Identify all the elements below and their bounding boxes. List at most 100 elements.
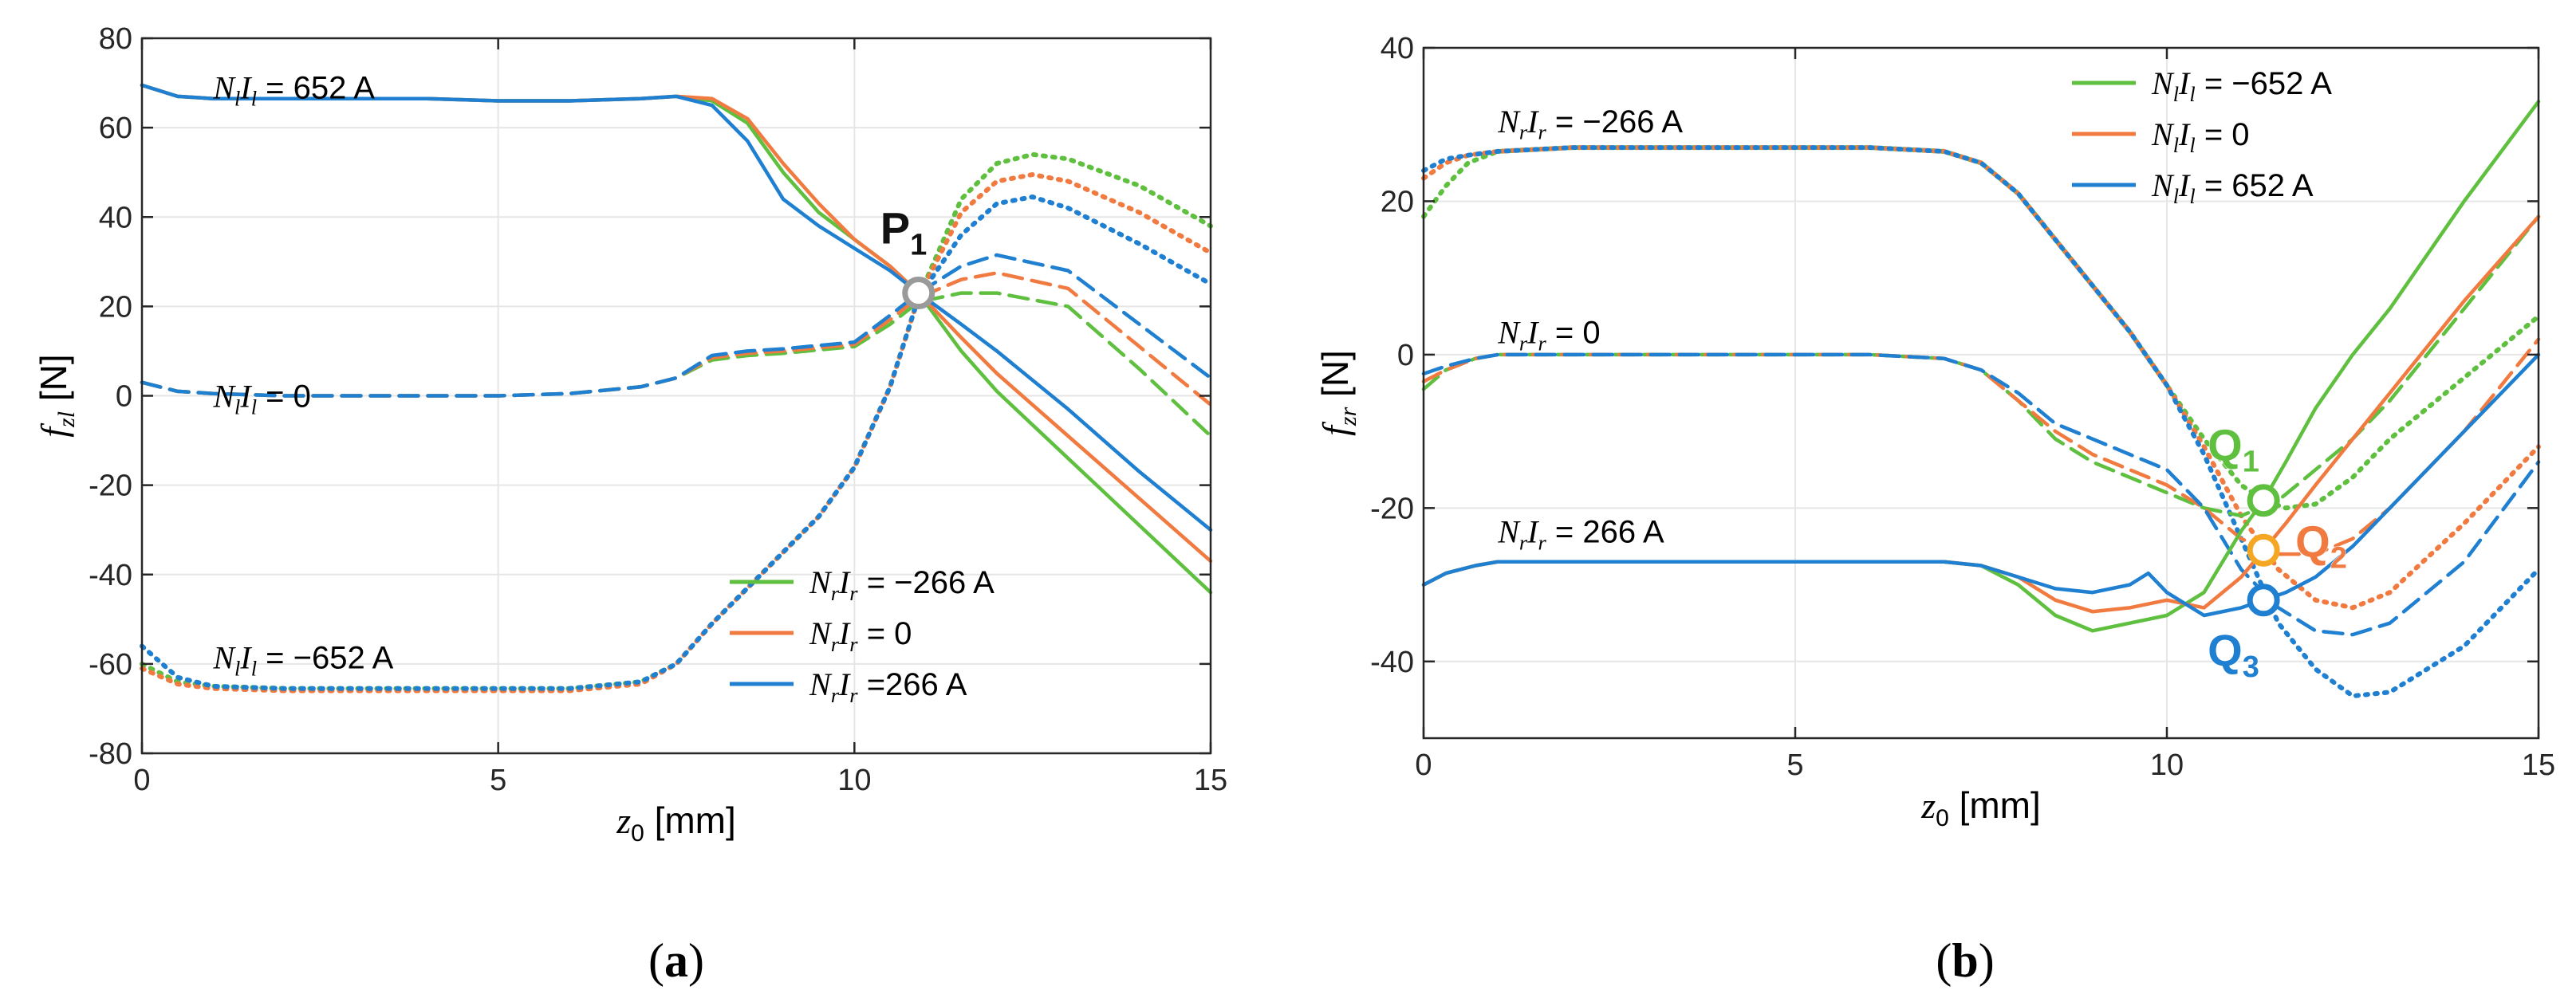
y-tick-label: 0 (1397, 339, 1414, 372)
label-value: = 0 (858, 616, 912, 651)
series-line (1421, 214, 2541, 518)
point-sub: 2 (2330, 541, 2347, 575)
x-tick-label: 0 (1415, 749, 1432, 782)
math-sub: r (1538, 530, 1546, 554)
x-axis-label: z0 [mm] (616, 800, 736, 847)
math-var: z (1920, 785, 1936, 826)
plot-area (1424, 48, 2539, 738)
math-sub: l (2189, 133, 2195, 157)
y-tick-label: 60 (99, 112, 132, 145)
x-tick-label: 15 (1194, 764, 1227, 797)
legend-entry-label: NrIr =266 A (809, 666, 967, 707)
point-sub: 3 (2243, 650, 2259, 684)
x-tick-label: 5 (1786, 749, 1803, 782)
caption-paren: ( (648, 934, 664, 987)
y-tick-label: 20 (99, 290, 132, 324)
math-sub: l (2173, 133, 2179, 157)
axis-unit: [mm] (644, 800, 736, 841)
series-line (140, 83, 1213, 532)
math-var: N (809, 564, 833, 600)
math-sub: l (251, 395, 257, 419)
math-sub: r (849, 632, 858, 656)
legend-entry-label: NlIl = −652 A (2151, 65, 2332, 106)
label-value: = 266 A (1546, 515, 1664, 550)
series-line (1421, 337, 2541, 556)
point-letter: Q (2208, 420, 2243, 470)
label-value: = 0 (2196, 117, 2250, 152)
math-var: I (838, 564, 851, 600)
math-sub: 0 (1936, 805, 1949, 831)
point-sub: 1 (910, 229, 927, 262)
math-sub: r (849, 683, 858, 707)
point-marker-Q3 (2247, 584, 2280, 617)
panel-caption: (b) (1936, 934, 1994, 987)
math-var: N (2151, 116, 2175, 152)
math-var: I (2178, 167, 2191, 203)
legend-entry-label: NlIl = 0 (2151, 116, 2250, 157)
y-tick-label: 40 (99, 201, 132, 234)
point-label: Q2 (2295, 516, 2347, 575)
label-value: =266 A (858, 667, 967, 702)
math-sub: l (2189, 184, 2195, 208)
x-tick-label: 5 (490, 764, 506, 797)
math-var: N (212, 379, 236, 415)
series-line (140, 291, 1213, 438)
y-tick-label: -20 (1370, 492, 1414, 525)
curve-label-NrIr_m266: NrIr = −266 A (1497, 104, 1683, 144)
series-line (1421, 352, 2541, 618)
legend-entry-label: NrIr = 0 (809, 615, 912, 656)
math-sub: zr (1335, 407, 1361, 426)
axis-unit: [N] (33, 354, 74, 411)
y-tick-label: -40 (1370, 646, 1414, 679)
label-value: = 652 A (2196, 168, 2314, 203)
y-tick-label: -60 (89, 648, 132, 682)
math-var: N (212, 70, 236, 106)
x-tick-label: 10 (837, 764, 871, 797)
axis-unit: [N] (1314, 350, 1356, 407)
caption-paren: ) (1979, 934, 1995, 987)
curve-label-NrIr_266: NrIr = 266 A (1497, 514, 1664, 555)
math-sub: 0 (631, 820, 644, 847)
math-sub: r (1519, 120, 1528, 144)
math-sub: r (1538, 120, 1546, 144)
math-sub: r (1519, 331, 1528, 355)
y-tick-label: 80 (99, 22, 132, 56)
point-marker-P1 (902, 277, 935, 310)
math-var: I (838, 666, 851, 702)
math-var: I (2178, 116, 2191, 152)
legend-entry-label: NlIl = 652 A (2151, 167, 2314, 208)
y-tick-label: 0 (116, 380, 132, 414)
math-sub: l (251, 656, 257, 680)
series-line (140, 271, 1213, 407)
math-var: N (809, 666, 833, 702)
label-value: = 0 (257, 379, 311, 415)
math-sub: l (251, 86, 257, 110)
math-sub: r (831, 632, 840, 656)
point-label: Q1 (2208, 420, 2259, 479)
caption-paren: ) (688, 934, 704, 987)
math-var: I (838, 615, 851, 651)
x-axis-label: z0 [mm] (1920, 784, 2041, 831)
math-var: I (239, 70, 252, 106)
math-sub: l (234, 395, 240, 419)
point-marker-Q1 (2247, 484, 2280, 517)
x-tick-label: 10 (2150, 749, 2184, 782)
curve-label-NlIl_m652: NlIl = −652 A (212, 639, 393, 680)
series-line (140, 195, 1213, 691)
legend-entry-label: NrIr = −266 A (809, 564, 995, 605)
label-value: = 652 A (257, 71, 375, 106)
y-tick-label: -40 (89, 559, 132, 592)
y-tick-label: -80 (89, 737, 132, 771)
x-tick-label: 0 (133, 764, 150, 797)
curve-label-NlIl_652: NlIl = 652 A (212, 70, 375, 111)
point-label: Q3 (2208, 625, 2259, 684)
point-letter: P (880, 203, 910, 253)
point-letter: Q (2208, 625, 2243, 675)
caption-letter: b (1952, 934, 1978, 987)
math-var: I (1526, 104, 1539, 140)
math-var: I (239, 639, 252, 675)
